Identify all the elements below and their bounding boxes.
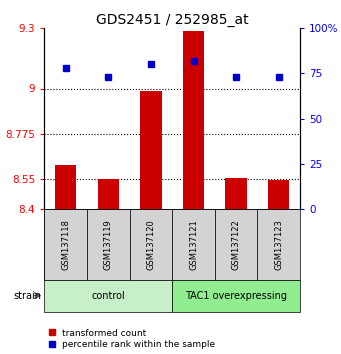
- Text: GSM137118: GSM137118: [61, 219, 70, 270]
- Bar: [172, 209, 215, 280]
- Bar: [183, 32, 204, 209]
- Bar: [215, 209, 257, 280]
- Text: strain: strain: [13, 291, 41, 301]
- Bar: [87, 209, 130, 280]
- Bar: [130, 209, 172, 280]
- Bar: [140, 91, 162, 209]
- Text: GSM137123: GSM137123: [274, 219, 283, 270]
- Bar: [225, 178, 247, 209]
- Bar: [98, 179, 119, 209]
- Bar: [55, 165, 76, 209]
- Bar: [44, 209, 87, 280]
- Text: GSM137122: GSM137122: [232, 219, 241, 270]
- Text: GSM137119: GSM137119: [104, 219, 113, 270]
- Bar: [257, 209, 300, 280]
- Text: GSM137121: GSM137121: [189, 219, 198, 270]
- Bar: [172, 280, 300, 312]
- Text: TAC1 overexpressing: TAC1 overexpressing: [185, 291, 287, 301]
- Title: GDS2451 / 252985_at: GDS2451 / 252985_at: [96, 13, 249, 27]
- Bar: [44, 280, 172, 312]
- Legend: transformed count, percentile rank within the sample: transformed count, percentile rank withi…: [49, 329, 216, 349]
- Text: GSM137120: GSM137120: [146, 219, 155, 270]
- Bar: [268, 180, 290, 209]
- Text: control: control: [91, 291, 125, 301]
